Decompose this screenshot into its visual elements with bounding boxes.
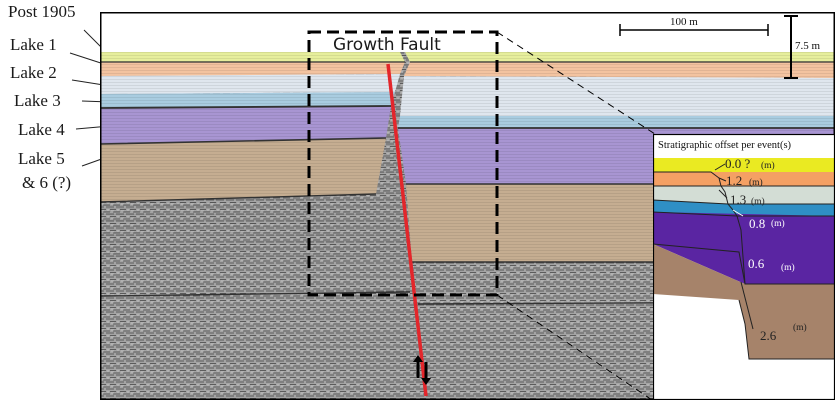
offset-label-5: 0.6 (m) — [748, 256, 795, 273]
offset-value-6: 2.6 — [760, 328, 777, 343]
label-lake-5: Lake 5 — [18, 149, 65, 168]
offset-value-5: 0.6 — [748, 256, 765, 271]
offset-value-4: 0.8 — [749, 216, 765, 231]
offset-unit-5: (m) — [781, 262, 795, 273]
offset-label-1: 0.0 ? (m) — [714, 156, 775, 171]
band-brown — [653, 244, 835, 324]
label-lake-4: Lake 4 — [18, 120, 65, 139]
offset-unit-3: (m) — [751, 196, 765, 207]
offset-unit-1: (m) — [761, 160, 775, 171]
band-purple — [653, 212, 835, 284]
offset-label-2: 1.2 (m) — [718, 173, 763, 188]
label-lake-6: & 6 (?) — [22, 173, 72, 192]
offset-label-3: 1.3 (m) — [718, 189, 765, 207]
offset-value-1: 0.0 ? — [725, 156, 751, 171]
zoom-box — [307, 30, 499, 297]
fault-motion-arrows — [413, 355, 431, 385]
offset-unit-4: (m) — [771, 218, 785, 229]
label-lake-3: Lake 3 — [14, 91, 61, 110]
offset-value-3: 1.3 — [730, 192, 746, 207]
band-orange — [653, 172, 835, 186]
band-gray — [653, 186, 835, 204]
band-brown-hanging — [739, 300, 835, 359]
reflector-lines — [100, 61, 835, 305]
offset-inset: Stratigraphic offset per event(s) 0.0 ? … — [653, 134, 835, 400]
inset-title: Stratigraphic offset per event(s) — [658, 140, 792, 151]
zoom-connector-top — [496, 31, 656, 135]
offset-label-4: 0.8 (m) — [732, 209, 785, 231]
offset-value-2: 1.2 — [726, 173, 742, 188]
label-post-1905: Post 1905 — [8, 2, 76, 21]
label-lake-1: Lake 1 — [10, 35, 57, 54]
offset-label-6: 2.6 (m) — [740, 281, 807, 343]
vertical-scale-label: 7.5 m — [795, 40, 821, 52]
growth-fault-line — [386, 63, 428, 397]
offset-unit-2: (m) — [749, 177, 763, 188]
horizontal-scale-label: 100 m — [670, 16, 698, 28]
band-yellow — [653, 158, 835, 172]
water-column — [100, 12, 835, 52]
zoom-connector-bottom — [496, 294, 653, 400]
horizontal-scale-bar: 100 m — [619, 16, 769, 36]
inset-boundaries — [653, 171, 835, 360]
offset-unit-6: (m) — [793, 322, 807, 333]
vertical-scale-bar: 7.5 m — [784, 15, 821, 79]
label-lake-2: Lake 2 — [10, 63, 57, 82]
growth-fault-label: Growth Fault — [333, 35, 441, 55]
